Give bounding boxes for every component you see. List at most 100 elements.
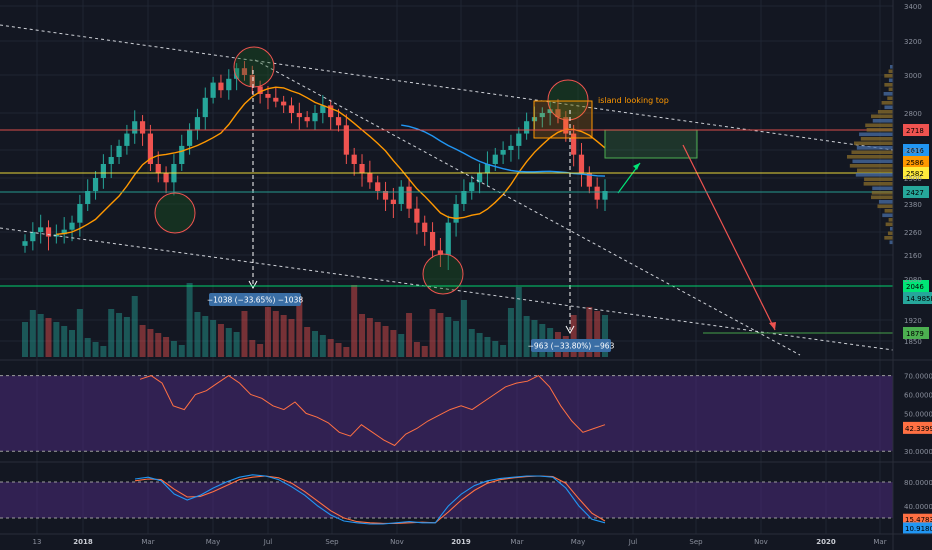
time-tick-label: Nov (390, 538, 404, 546)
volume-bar (327, 339, 334, 357)
volume-bar (22, 322, 28, 357)
volume-profile-bar (851, 150, 893, 155)
price-level-badge (903, 292, 932, 304)
price-tick-label: 2160 (904, 252, 922, 260)
volume-bar (29, 310, 36, 357)
volume-bar (445, 317, 452, 357)
candle-body (516, 133, 522, 146)
candle-body (586, 173, 592, 187)
candle-body (398, 186, 404, 204)
candle-body (453, 204, 459, 223)
volume-bar (186, 283, 193, 357)
volume-profile-bar (865, 123, 893, 128)
volume-profile-bar (889, 240, 893, 245)
stoch-band (0, 482, 893, 518)
volume-profile-bar (878, 200, 893, 204)
candle-body (116, 145, 122, 157)
volume-bar (429, 309, 436, 357)
volume-profile-bar (884, 74, 893, 78)
price-level-label: 14.985K (906, 295, 932, 303)
volume-bar (312, 331, 318, 357)
volume-profile-bar (866, 128, 893, 132)
volume-profile-bar (888, 78, 893, 83)
candle-body (571, 133, 577, 155)
island-label: island looking top (598, 96, 669, 105)
price-levels: 2718 2616 2586 2582 2427 2046 14.985K 1879 (0, 65, 932, 339)
volume-bar (210, 320, 217, 357)
candle-body (469, 182, 475, 191)
candle-body (265, 94, 271, 98)
volume-bar (76, 309, 83, 357)
price-level-label: 2586 (906, 159, 924, 167)
green-arrow-head (633, 163, 640, 170)
price-tick-label: 1920 (904, 317, 922, 325)
volume-bar (225, 328, 232, 357)
volume-profile-bar (887, 231, 893, 236)
time-tick-label: Mar (510, 538, 523, 546)
volume-bar (351, 285, 358, 357)
volume-profile-bar (847, 155, 893, 159)
volume-bar (241, 311, 248, 357)
rsi-tick-label: 30.0000 (904, 448, 932, 456)
measure-badge-1 (209, 293, 301, 306)
rsi-tick-label: 70.0000 (904, 373, 932, 381)
volume-bar (492, 341, 499, 357)
candle-body (108, 157, 114, 164)
time-tick-label: 2020 (816, 538, 836, 546)
candle-body (328, 105, 334, 118)
candle-body (312, 113, 318, 122)
volume-bar (437, 313, 444, 357)
price-tick-label: 2800 (904, 110, 922, 118)
volume-profile-bar (877, 204, 893, 209)
volume-bar (296, 298, 303, 357)
measure-label-2: −963 (−33.80%) −963 (528, 342, 615, 351)
volume-bar (170, 341, 177, 357)
candle-body (367, 173, 373, 183)
volume-bar (53, 322, 60, 357)
candle-body (445, 222, 451, 255)
candle-body (45, 227, 52, 237)
measure-label-1: −1038 (−33.65%) −1038 (207, 296, 303, 305)
volume-bar (531, 320, 538, 357)
volume-profile-bar (881, 101, 893, 105)
volume-bar (406, 313, 413, 357)
candle-body (234, 68, 240, 79)
time-tick-label: Jul (628, 538, 638, 546)
stoch-k-badge (903, 522, 932, 534)
candle-body (155, 164, 161, 174)
volume-profile-bar (864, 177, 893, 182)
candle-body (594, 186, 600, 200)
candle-body (296, 113, 302, 118)
candle-body (476, 173, 483, 183)
volume-profile-bar (888, 87, 893, 92)
candle-body (273, 97, 279, 102)
volume-bar (37, 314, 44, 357)
price-level-badge (903, 186, 929, 198)
candle-body (351, 154, 357, 164)
candle-body (92, 178, 99, 191)
candle-body (288, 105, 295, 113)
candle-body (320, 105, 326, 113)
volume-bar (319, 335, 326, 357)
stoch-k-line (134, 474, 606, 525)
price-tick-label: 3400 (904, 3, 922, 11)
volume-bar (421, 346, 428, 357)
candle-body (382, 191, 389, 200)
volume-profile-bar (884, 236, 893, 240)
volume-bar (594, 311, 601, 357)
price-level-label: 2718 (906, 127, 924, 135)
volume-bar (194, 312, 201, 357)
candle-body (147, 133, 154, 164)
volume-bar (69, 330, 76, 357)
candle-body (226, 78, 232, 91)
candle-body (359, 164, 365, 174)
candle-body (500, 150, 506, 155)
volume-bar (131, 296, 138, 357)
volume-bar (257, 344, 264, 357)
candle-body (124, 133, 130, 146)
volume-bar (484, 337, 491, 357)
volume-profile-bar (872, 119, 893, 123)
volume-profile-bar (859, 132, 893, 137)
volume-bar (202, 316, 209, 357)
